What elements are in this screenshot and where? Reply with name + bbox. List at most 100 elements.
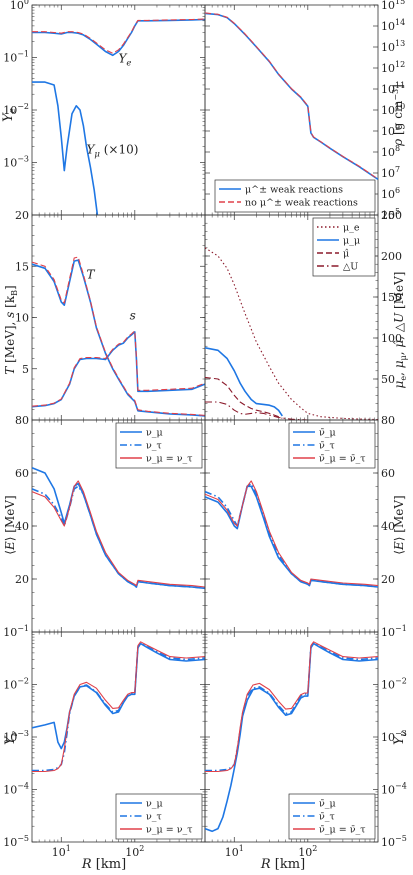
x-tick-label: 101 bbox=[225, 844, 244, 859]
y-tick-label: 108 bbox=[381, 144, 400, 159]
legend-label: ν̄_τ bbox=[319, 812, 335, 823]
y-tick-label: 10−5 bbox=[381, 834, 407, 849]
series-line--weak-reactions bbox=[205, 12, 378, 180]
y-tick-label: 10−4 bbox=[381, 782, 407, 797]
legend-label: △U bbox=[343, 262, 358, 273]
y-tick-label: 10−3 bbox=[3, 729, 29, 744]
y-tick-label: 10−5 bbox=[3, 834, 29, 849]
series-line-Y-mu-x10 bbox=[32, 81, 99, 215]
legend-label: ν_μ bbox=[146, 799, 163, 810]
y-tick-label: 10−2 bbox=[3, 677, 29, 692]
y-tick-label: 10−3 bbox=[3, 155, 29, 170]
series-line--e bbox=[205, 247, 378, 420]
series-line-- bbox=[32, 642, 205, 772]
legend-label: no μ^± weak reactions bbox=[245, 198, 358, 209]
panel-Ye_Ymu: 100 10−1 10−2 10−3 Ye Yμ (×10) bbox=[3, 0, 206, 216]
y-tick-label: 1015 bbox=[381, 0, 405, 12]
y-tick-label: 20 bbox=[15, 573, 29, 586]
series-line-- bbox=[205, 482, 378, 588]
y-tick-label: 1012 bbox=[381, 60, 405, 75]
legend-label: ν̄_μ bbox=[319, 428, 336, 439]
panel-Ynu_mu: 101 102 10−1 10−2 10−3 10−4 10−5 ν_μ ν_τ ν_μ = ν_… bbox=[3, 624, 206, 859]
ylabel-T-s: T [MeV], s [kB] bbox=[3, 285, 19, 374]
series-line-- bbox=[205, 480, 378, 587]
y-tick-label: 1014 bbox=[381, 18, 405, 33]
series-line-- bbox=[32, 480, 205, 588]
annotation: Ye bbox=[119, 52, 132, 69]
y-tick-label: 100 bbox=[381, 332, 402, 345]
series-line-- bbox=[32, 466, 205, 590]
panel-rho: 101510141013101210111010109108107106105μ… bbox=[204, 0, 405, 222]
xlabel-left: R [km] bbox=[81, 857, 126, 872]
y-tick-label: 80 bbox=[15, 414, 29, 427]
y-tick-label: 10−4 bbox=[3, 782, 29, 797]
y-tick-label: 50 bbox=[381, 373, 395, 386]
y-tick-label: 5 bbox=[22, 363, 29, 376]
annotation: s bbox=[130, 309, 136, 323]
series-line-s-no-weak- bbox=[32, 330, 205, 407]
ylabel-E-right: ⟨E⟩ [MeV] bbox=[392, 495, 406, 554]
panel-E_mu: 80 60 40 20 ν_μ ν_τ ν_μ = ν_τ bbox=[15, 414, 206, 633]
series-line-- bbox=[205, 376, 283, 419]
legend-label: ν_τ bbox=[146, 812, 162, 823]
series-line-T-no-weak- bbox=[32, 256, 205, 416]
y-tick-label: 150 bbox=[381, 291, 402, 304]
legend-label: μ_μ bbox=[343, 236, 360, 247]
legend-label: μ_e bbox=[343, 223, 360, 234]
panel-T_s: 20 15 10 5 Ts bbox=[15, 209, 206, 421]
y-tick-label: 40 bbox=[381, 520, 395, 533]
y-tick-label: 60 bbox=[15, 467, 29, 480]
y-tick-label: 60 bbox=[381, 467, 395, 480]
y-tick-label: 1013 bbox=[381, 39, 405, 54]
legend-label: ν_μ = ν_τ bbox=[146, 825, 192, 836]
series-line-T bbox=[32, 259, 205, 417]
y-tick-label: 1011 bbox=[381, 81, 405, 96]
series-line-- bbox=[32, 485, 205, 590]
x-tick-label: 101 bbox=[52, 844, 71, 859]
y-tick-label: 15 bbox=[15, 260, 29, 273]
legend-box bbox=[214, 179, 376, 213]
x-tick-label: 102 bbox=[298, 844, 317, 859]
series-line-- bbox=[32, 642, 205, 750]
legend-label: ν_τ bbox=[146, 441, 162, 452]
y-tick-label: 250 bbox=[381, 209, 402, 222]
legend-label: μ̂ bbox=[343, 249, 349, 260]
y-tick-label: 20 bbox=[15, 209, 29, 222]
y-tick-label: 100 bbox=[10, 0, 29, 12]
series-line--weak-reactions bbox=[32, 18, 205, 57]
series-line-- bbox=[205, 642, 378, 772]
annotation: Yμ (×10) bbox=[86, 142, 138, 159]
series-line-- bbox=[32, 641, 205, 773]
y-tick-label: 107 bbox=[381, 165, 400, 180]
series-line--U bbox=[205, 401, 308, 420]
xlabel-right: R [km] bbox=[260, 857, 305, 872]
legend-label: ν̄_μ = ν̄_τ bbox=[319, 454, 365, 465]
y-tick-label: 10−2 bbox=[381, 677, 407, 692]
legend-label: ν̄_μ bbox=[319, 799, 336, 810]
series-line-s bbox=[32, 331, 205, 408]
y-tick-label: 40 bbox=[15, 520, 29, 533]
y-tick-label: 10−1 bbox=[3, 624, 29, 639]
y-tick-label: 106 bbox=[381, 186, 400, 201]
y-tick-label: 200 bbox=[381, 250, 402, 263]
x-tick-label: 102 bbox=[125, 844, 144, 859]
annotation: T bbox=[86, 268, 95, 282]
y-tick-label: 10 bbox=[15, 312, 29, 325]
series-line-no-weak-reactions bbox=[32, 18, 205, 54]
y-tick-label: 80 bbox=[381, 414, 395, 427]
panel-E_mubar: 80 60 40 20 ν̄_μ ν̄_τ ν̄_μ = ν̄_τ bbox=[204, 414, 395, 633]
series-line-no-weak-reactions bbox=[205, 12, 378, 180]
legend-label: ν_μ = ν_τ bbox=[146, 454, 192, 465]
ylabel-E-left: ⟨E⟩ [MeV] bbox=[3, 495, 17, 554]
legend-label: ν̄_τ bbox=[319, 441, 335, 452]
legend-label: μ^± weak reactions bbox=[245, 185, 343, 196]
series-line-- bbox=[205, 347, 283, 417]
y-tick-label: 10−1 bbox=[381, 624, 407, 639]
y-tick-label: 10−2 bbox=[3, 102, 29, 117]
series-line-- bbox=[205, 641, 378, 773]
panel-potentials: 250 200 150 100 50 μ_e μ_μ μ̂ △U bbox=[204, 209, 402, 421]
legend-label: ν̄_μ = ν̄_τ bbox=[319, 825, 365, 836]
